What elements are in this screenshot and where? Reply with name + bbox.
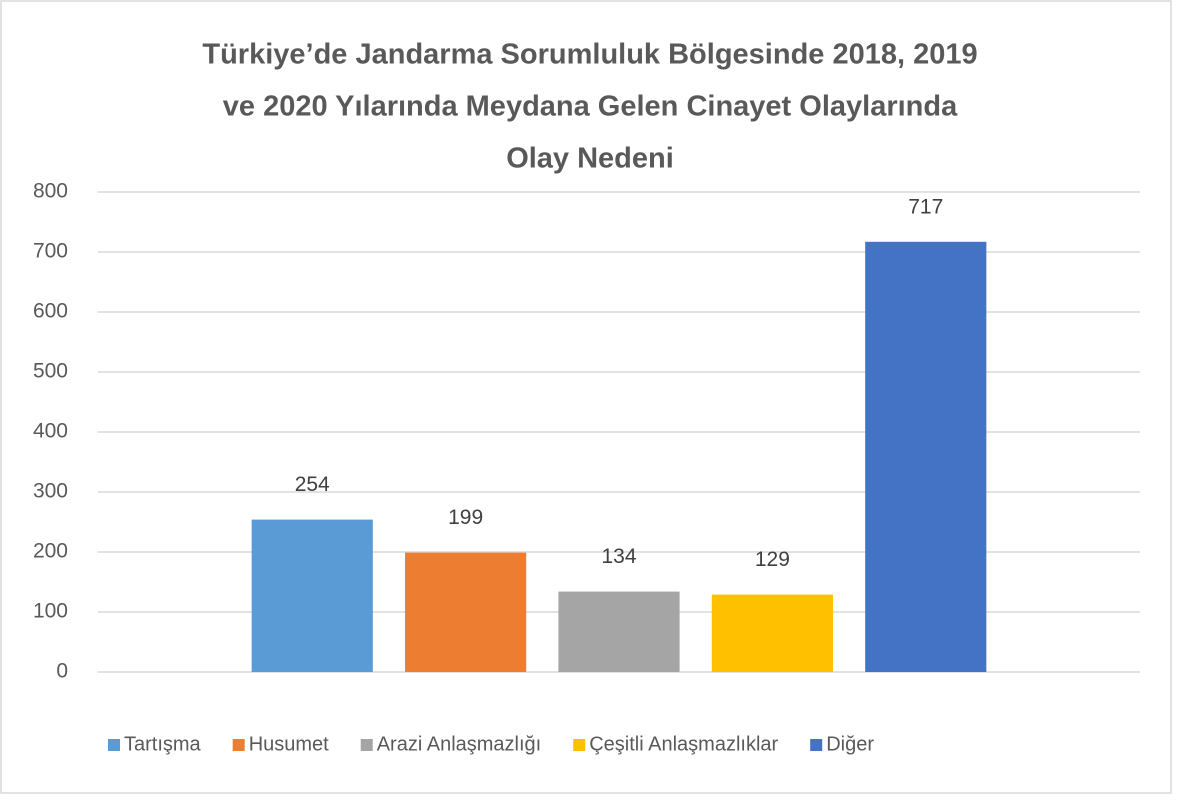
data-label: 199 bbox=[448, 506, 483, 529]
chart-title: ve 2020 Yılarında Meydana Gelen Cinayet … bbox=[223, 91, 958, 123]
legend-label: Arazi Anlaşmazlığı bbox=[377, 733, 542, 755]
data-label: 717 bbox=[908, 195, 943, 218]
y-tick-label: 700 bbox=[33, 240, 68, 263]
bar bbox=[558, 591, 680, 672]
y-tick-label: 400 bbox=[33, 420, 68, 443]
data-label: 129 bbox=[755, 548, 790, 571]
bar bbox=[865, 241, 987, 673]
legend-label: Diğer bbox=[826, 733, 874, 755]
legend-swatch bbox=[360, 739, 373, 751]
legend-label: Tartışma bbox=[124, 733, 202, 755]
y-tick-label: 300 bbox=[33, 480, 68, 503]
chart-title: Türkiye’de Jandarma Sorumluluk Bölgesind… bbox=[202, 39, 977, 71]
bar bbox=[405, 552, 527, 672]
y-tick-label: 0 bbox=[56, 660, 68, 683]
legend-label: Çeşitli Anlaşmazlıklar bbox=[589, 733, 778, 755]
legend-label: Husumet bbox=[249, 733, 329, 755]
y-tick-label: 100 bbox=[33, 600, 68, 623]
bar bbox=[251, 519, 373, 672]
data-label: 134 bbox=[601, 545, 636, 568]
chart-title: Olay Nedeni bbox=[506, 143, 674, 175]
y-tick-label: 600 bbox=[33, 300, 68, 323]
bar bbox=[711, 594, 833, 672]
legend-swatch bbox=[232, 739, 245, 751]
legend-swatch bbox=[810, 739, 823, 751]
y-tick-label: 200 bbox=[33, 540, 68, 563]
data-label: 254 bbox=[295, 473, 330, 496]
y-tick-label: 500 bbox=[33, 360, 68, 383]
legend-swatch bbox=[108, 739, 120, 751]
legend-swatch bbox=[573, 739, 586, 751]
y-tick-label: 800 bbox=[33, 180, 68, 203]
